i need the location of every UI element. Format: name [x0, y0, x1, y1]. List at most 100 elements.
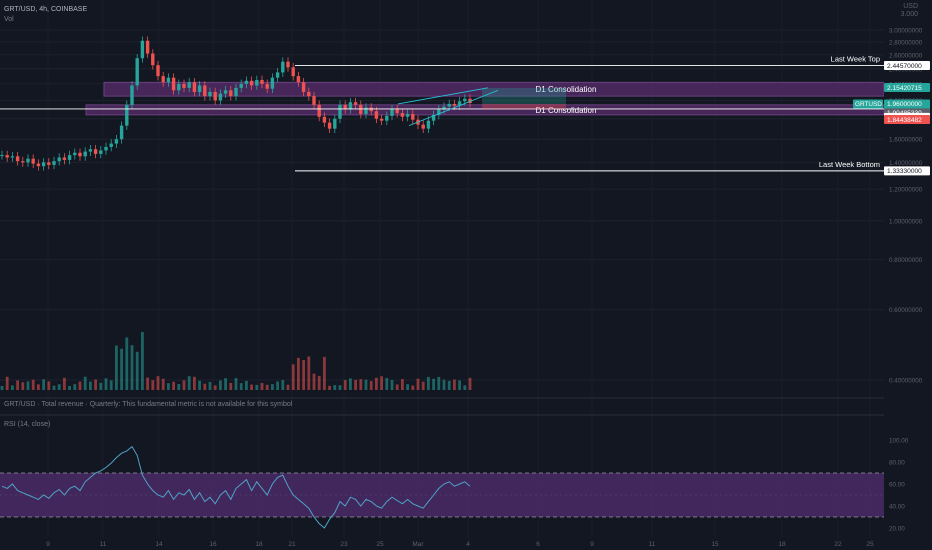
- zone-label: D1 Consolidation: [536, 106, 597, 115]
- volume-bar: [120, 348, 123, 390]
- candle-body: [322, 116, 327, 123]
- candle-body: [187, 82, 191, 88]
- volume-bar: [359, 379, 363, 390]
- candle-body: [411, 113, 415, 120]
- volume-bar: [224, 378, 227, 390]
- volume-bar: [364, 379, 368, 390]
- volume-bar: [375, 377, 378, 390]
- volume-bar: [141, 332, 144, 390]
- volume-bar: [234, 378, 238, 390]
- price-badge-value: 1.84438482: [887, 117, 922, 124]
- price-tick-label: 2.60000000: [889, 52, 923, 59]
- volume-bar: [203, 383, 207, 390]
- candle-body: [208, 91, 212, 97]
- rsi-tick-label: 40.00: [889, 504, 905, 511]
- volume-bar: [427, 376, 430, 390]
- time-tick-label: 6: [536, 541, 540, 548]
- volume-bar: [198, 380, 201, 390]
- volume-bar: [260, 382, 264, 390]
- candle-body: [426, 120, 431, 129]
- wedge-upper-line: [397, 87, 489, 105]
- time-tick-label: 4: [466, 541, 470, 548]
- candle-body: [327, 122, 332, 129]
- time-tick-label: 11: [649, 541, 656, 548]
- volume-bar: [463, 385, 467, 390]
- candle-body: [104, 146, 108, 151]
- volume-bar: [416, 378, 420, 390]
- volume-bar: [208, 381, 212, 390]
- ticker-badge-label: GRTUSD: [855, 101, 882, 108]
- candle-body: [218, 93, 223, 101]
- candle-body: [31, 158, 35, 164]
- candle-body: [307, 91, 311, 97]
- volume-bar: [16, 380, 19, 390]
- candle-body: [93, 149, 98, 154]
- volume-bar: [437, 376, 441, 390]
- candle-body: [317, 104, 321, 117]
- volume-bar: [229, 382, 233, 390]
- volume-bar: [0, 386, 4, 390]
- price-badge: [884, 60, 930, 70]
- candle-body: [99, 150, 103, 154]
- candle-body: [10, 156, 15, 158]
- volume-bar: [21, 382, 25, 390]
- candle-body: [135, 58, 139, 86]
- candle-body: [390, 109, 394, 116]
- candle-body: [457, 101, 462, 106]
- volume-bar: [323, 356, 326, 390]
- volume-bar: [11, 385, 14, 390]
- candles: [0, 36, 472, 171]
- candle-body: [239, 83, 243, 88]
- candle-body: [275, 72, 280, 78]
- price-badge: [884, 115, 930, 125]
- candle-body: [145, 40, 150, 54]
- candle-body: [249, 80, 254, 86]
- price-tick-label: 1.00000000: [889, 218, 923, 225]
- volume-bar: [213, 385, 217, 390]
- volume-bar: [401, 379, 404, 390]
- volume-bar: [5, 376, 9, 390]
- volume-bar: [297, 357, 300, 390]
- price-axis: 3.000000002.800000002.600000002.40000000…: [853, 0, 932, 550]
- volume-bar: [83, 376, 87, 390]
- rsi-band: [0, 472, 884, 518]
- candle-body: [192, 82, 197, 92]
- candle-body: [312, 96, 316, 105]
- volume-bar: [291, 364, 295, 390]
- price-tick-label: 0.40000000: [889, 378, 923, 385]
- candle-body: [431, 114, 436, 121]
- volume-bar: [442, 379, 446, 390]
- volume-bar: [447, 380, 451, 390]
- candle-body: [213, 91, 217, 101]
- volume-bar: [395, 384, 399, 390]
- candle-body: [229, 90, 233, 97]
- candle-body: [114, 139, 119, 144]
- wedge-lower-line: [408, 89, 499, 127]
- candle-body: [348, 102, 353, 110]
- time-tick-label: 16: [209, 541, 217, 548]
- price-tick-label: 2.80000000: [889, 39, 923, 46]
- volume-bar: [265, 384, 269, 390]
- candle-body: [203, 85, 207, 97]
- volume-bar: [47, 381, 51, 390]
- volume-bar: [385, 377, 389, 390]
- volume-bar: [255, 384, 259, 390]
- position-loss-zone: [482, 103, 566, 109]
- volume-bar: [250, 384, 253, 390]
- volume-bar: [109, 380, 113, 390]
- position-profit-zone: [482, 87, 566, 104]
- candle-body: [5, 155, 9, 158]
- price-tick-label: 1.20000000: [889, 187, 923, 194]
- volume-bar: [161, 378, 165, 390]
- candle-body: [395, 109, 399, 114]
- volume-bar: [307, 356, 311, 390]
- candle-body: [421, 124, 425, 129]
- time-tick-label: Mar: [412, 541, 424, 548]
- volume-bar: [146, 377, 149, 390]
- candle-body: [52, 161, 56, 165]
- price-tick-label: 1.60000000: [889, 137, 923, 144]
- candle-body: [166, 77, 171, 83]
- price-badge: [884, 166, 930, 176]
